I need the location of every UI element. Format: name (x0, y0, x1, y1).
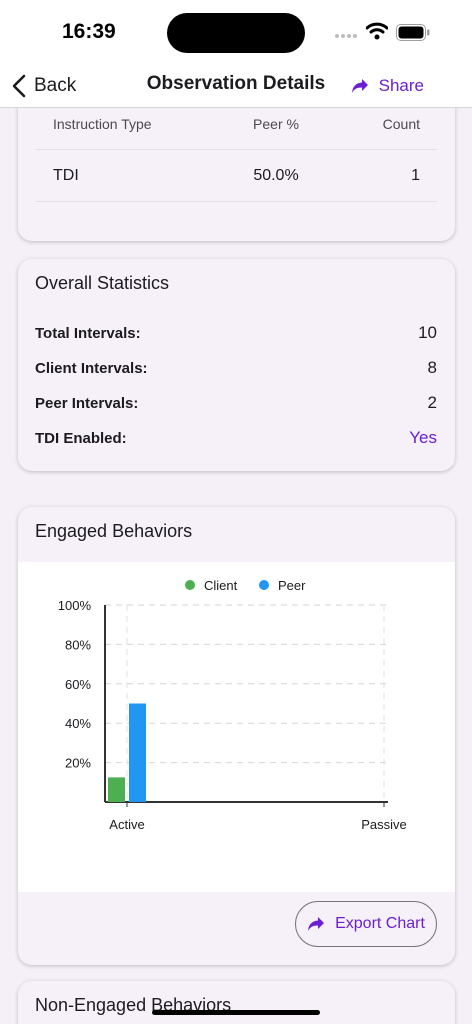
legend-swatch-client (185, 580, 195, 590)
stat-row-peer-intervals: Peer Intervals: 2 (35, 388, 437, 418)
column-header-instruction-type: Instruction Type (53, 115, 152, 132)
overall-statistics-card: Overall Statistics Total Intervals: 10 C… (18, 259, 455, 471)
engaged-behaviors-title: Engaged Behaviors (35, 521, 193, 541)
stat-value: 2 (427, 393, 437, 412)
stat-label: Total Intervals: (35, 324, 141, 342)
stat-label: Client Intervals: (35, 359, 148, 377)
cell-peer-pct: 50.0% (253, 166, 299, 184)
bar-peer-active (129, 703, 146, 802)
export-chart-button[interactable]: Export Chart (295, 901, 437, 947)
back-label: Back (34, 75, 77, 96)
legend-label-client: Client (204, 578, 238, 593)
battery-icon (396, 24, 430, 41)
share-label: Share (378, 76, 424, 95)
stat-value: 10 (418, 323, 437, 342)
home-indicator (152, 1010, 320, 1015)
share-arrow-icon (351, 79, 368, 93)
x-tick-label: Active (109, 817, 144, 832)
y-tick-label: 60% (65, 677, 91, 692)
column-header-count: Count (382, 115, 420, 132)
stat-row-tdi-enabled: TDI Enabled: Yes (35, 423, 437, 453)
y-tick-label: 100% (58, 598, 92, 613)
dynamic-island (167, 13, 305, 53)
export-chart-label: Export Chart (335, 915, 425, 932)
engaged-behaviors-card: Engaged Behaviors 20% 40% 60% 80% 100% Active… (18, 507, 455, 965)
chevron-left-icon (12, 74, 26, 98)
overall-statistics-title: Overall Statistics (35, 273, 170, 293)
y-tick-label: 40% (65, 716, 91, 731)
stat-value: 8 (427, 358, 437, 377)
instruction-type-card: Instruction Type Peer % Count TDI 50.0% … (18, 108, 455, 241)
share-button[interactable]: Share (351, 73, 424, 99)
scroll-content[interactable]: Instruction Type Peer % Count TDI 50.0% … (0, 108, 472, 1024)
legend-label-peer: Peer (278, 578, 306, 593)
y-tick-label: 80% (65, 637, 91, 652)
legend-swatch-peer (259, 580, 269, 590)
stat-row-client-intervals: Client Intervals: 8 (35, 353, 437, 383)
table-header-row: Instruction Type Peer % Count (36, 108, 437, 150)
stat-row-total-intervals: Total Intervals: 10 (35, 318, 437, 348)
stat-value: Yes (409, 428, 437, 447)
non-engaged-behaviors-card: Non-Engaged Behaviors (18, 981, 455, 1024)
table-row: TDI 50.0% 1 (36, 150, 437, 202)
stat-label: TDI Enabled: (35, 429, 127, 447)
wifi-icon (366, 22, 388, 40)
bar-client-active (108, 777, 125, 802)
navigation-bar: Back Observation Details Share (0, 64, 472, 108)
bar-chart: 20% 40% 60% 80% 100% Active Passive Client Peer (58, 578, 407, 832)
back-button[interactable]: Back (12, 71, 76, 101)
signal-dots-icon (335, 34, 359, 40)
status-bar: 16:39 (0, 0, 472, 64)
stat-label: Peer Intervals: (35, 394, 139, 412)
cell-instruction-type: TDI (53, 166, 79, 184)
engaged-behaviors-chart: 20% 40% 60% 80% 100% Active Passive Client Peer (18, 562, 455, 892)
column-header-peer-pct: Peer % (253, 115, 299, 132)
x-tick-label: Passive (361, 817, 407, 832)
status-time: 16:39 (62, 20, 116, 43)
y-tick-label: 20% (65, 756, 91, 771)
cell-count: 1 (411, 166, 420, 184)
share-arrow-icon (308, 917, 325, 931)
